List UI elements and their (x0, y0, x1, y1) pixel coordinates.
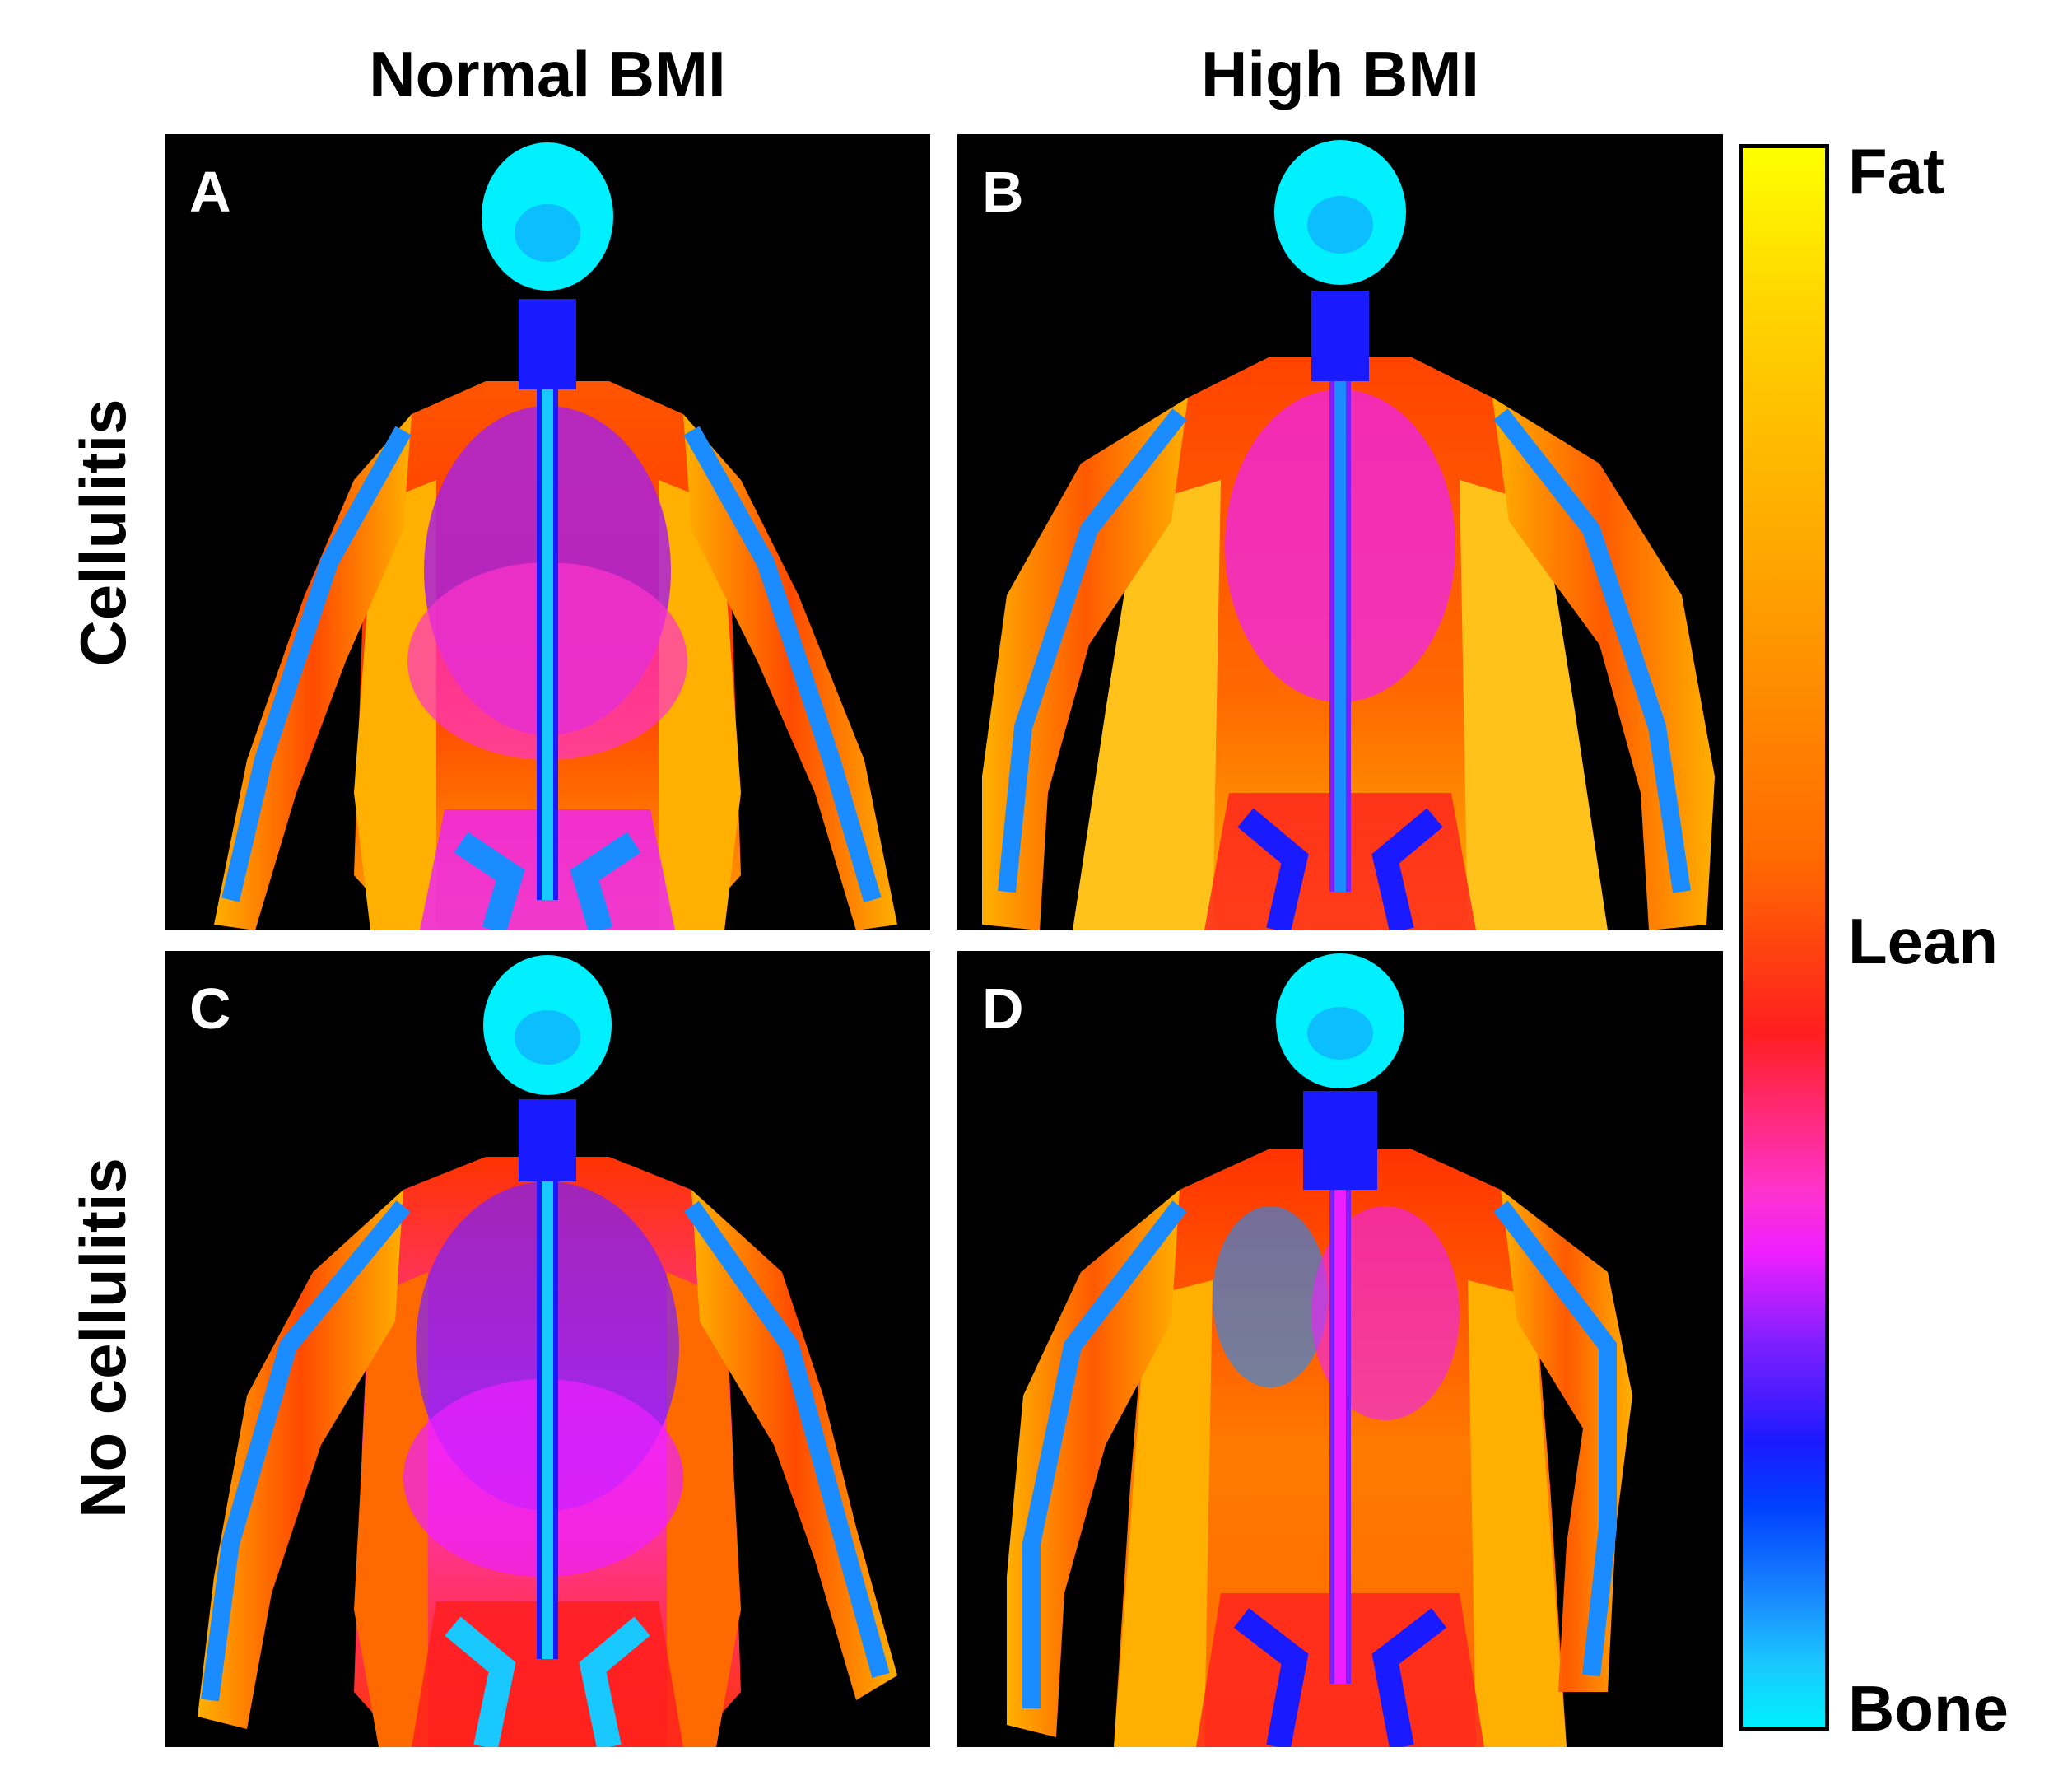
colorbar-label-bone: Bone (1848, 1672, 2009, 1745)
panel-label-b: B (982, 160, 1024, 224)
panel-a: A (165, 134, 930, 930)
panel-b: B (957, 134, 1723, 930)
panel-label-c: C (189, 976, 231, 1041)
dexa-scan-image-c (198, 955, 897, 1747)
panel-c: C (165, 951, 930, 1747)
dexa-scan-image-b (982, 140, 1715, 930)
dexa-scan-image-a (214, 142, 897, 930)
colorbar (1739, 144, 1829, 1731)
row-header-no-cellulitis: No cellulitis (67, 1158, 139, 1518)
row-header-cellulitis: Cellulitis (67, 398, 139, 667)
column-header-high-bmi: High BMI (1201, 38, 1479, 110)
column-header-normal-bmi: Normal BMI (369, 38, 726, 110)
colorbar-label-fat: Fat (1848, 135, 1944, 207)
panel-label-a: A (189, 160, 231, 224)
colorbar-label-lean: Lean (1848, 905, 1999, 977)
panel-d: D (957, 951, 1723, 1747)
dexa-scan-image-d (1007, 953, 1632, 1747)
panel-label-d: D (982, 976, 1024, 1041)
